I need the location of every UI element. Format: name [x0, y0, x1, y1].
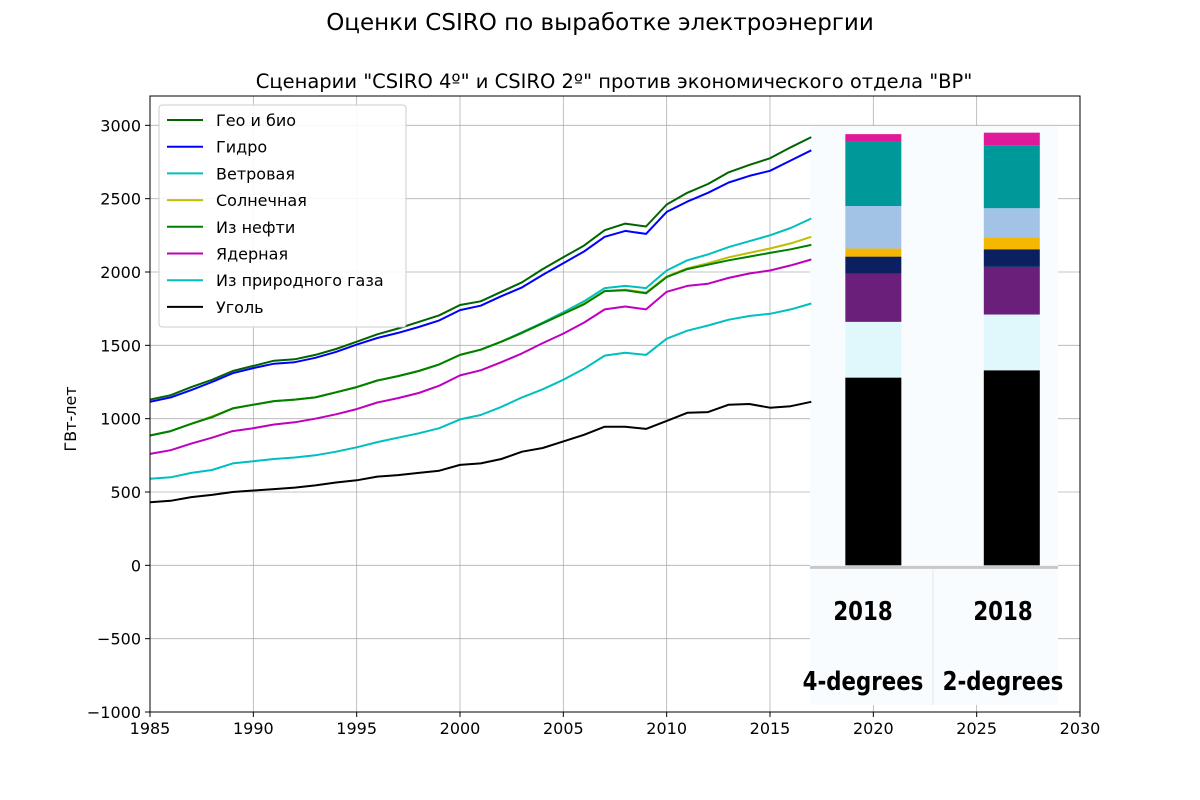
y-tick-label: 0 — [131, 556, 141, 575]
legend-label: Из нефти — [216, 218, 295, 237]
series-line — [149, 302, 812, 480]
legend-label: Уголь — [216, 298, 264, 317]
legend-label: Гео и био — [216, 111, 296, 130]
legend-label: Ветровая — [216, 164, 295, 183]
series-line — [149, 149, 812, 403]
stacked-bar-segment — [983, 249, 1040, 267]
y-tick-label: 1000 — [100, 410, 141, 429]
y-tick-label: 2500 — [100, 190, 141, 209]
x-tick-label: 2030 — [1060, 719, 1101, 738]
stacked-bar-segment — [845, 377, 902, 566]
bar-year-label: 2018 — [833, 596, 892, 627]
stacked-bar-segment — [845, 321, 902, 378]
legend-label: Гидро — [216, 138, 267, 157]
bar-year-label: 2018 — [973, 596, 1032, 627]
stacked-bar-segment — [983, 132, 1040, 146]
series-line — [149, 136, 812, 401]
series-lines — [149, 136, 812, 504]
axes: 1985 1990 1995 2000 2005 2010 2015 2020 2025 2030… — [87, 95, 1101, 738]
stacked-bar-segment — [983, 314, 1040, 371]
x-tick-label: 1995 — [336, 719, 377, 738]
plot-frame — [149, 95, 1081, 713]
stacked-bar-segment — [845, 134, 902, 142]
x-tick-label: 2025 — [956, 719, 997, 738]
y-tick-label: 2000 — [100, 263, 141, 282]
stacked-bar-segment — [983, 266, 1040, 315]
legend-box — [158, 104, 407, 328]
y-tick-label: −1000 — [87, 703, 141, 722]
stacked-bar-segment — [983, 208, 1040, 238]
legend-label: Из природного газа — [216, 271, 384, 290]
y-tick-label: 3000 — [100, 116, 141, 135]
chart-title: Сценарии "CSIRO 4º" и CSIRO 2º" против э… — [256, 70, 973, 93]
scenario-overlay: 2018 4-degrees 2018 2-degrees — [803, 126, 1064, 705]
stacked-bar-segment — [845, 256, 902, 274]
stacked-bar-segment — [845, 141, 902, 206]
x-tick-label: 1985 — [130, 719, 171, 738]
y-tick-label: 500 — [110, 483, 141, 502]
x-tick-label: 2020 — [853, 719, 894, 738]
stacked-bar-segment — [983, 237, 1040, 250]
series-line — [149, 243, 812, 437]
x-tick-label: 2000 — [440, 719, 481, 738]
stacked-bar-segment — [983, 370, 1040, 566]
figure-title: Оценки CSIRO по выработке электроэнергии — [326, 10, 874, 36]
legend-label: Солнечная — [216, 191, 307, 210]
series-line — [149, 400, 812, 504]
x-tick-label: 2005 — [543, 719, 584, 738]
y-tick-label: −500 — [97, 630, 141, 649]
legend: Гео и био Гидро Ветровая Солнечная Из нефти Я… — [158, 104, 407, 328]
stacked-bar-segment — [845, 273, 902, 322]
bar-scenario-label: 2-degrees — [943, 666, 1064, 697]
legend-label: Ядерная — [216, 245, 288, 264]
stacked-bar-segment — [983, 145, 1040, 209]
x-tick-label: 2010 — [646, 719, 687, 738]
y-tick-label: 1500 — [100, 336, 141, 355]
series-line — [149, 258, 812, 455]
x-tick-label: 2015 — [750, 719, 791, 738]
bar-scenario-label: 4-degrees — [803, 666, 924, 697]
stacked-bar-segment — [845, 206, 902, 249]
y-axis-label: ГВт-лет — [61, 386, 80, 451]
x-tick-label: 1990 — [233, 719, 274, 738]
stacked-bar-segment — [845, 248, 902, 257]
